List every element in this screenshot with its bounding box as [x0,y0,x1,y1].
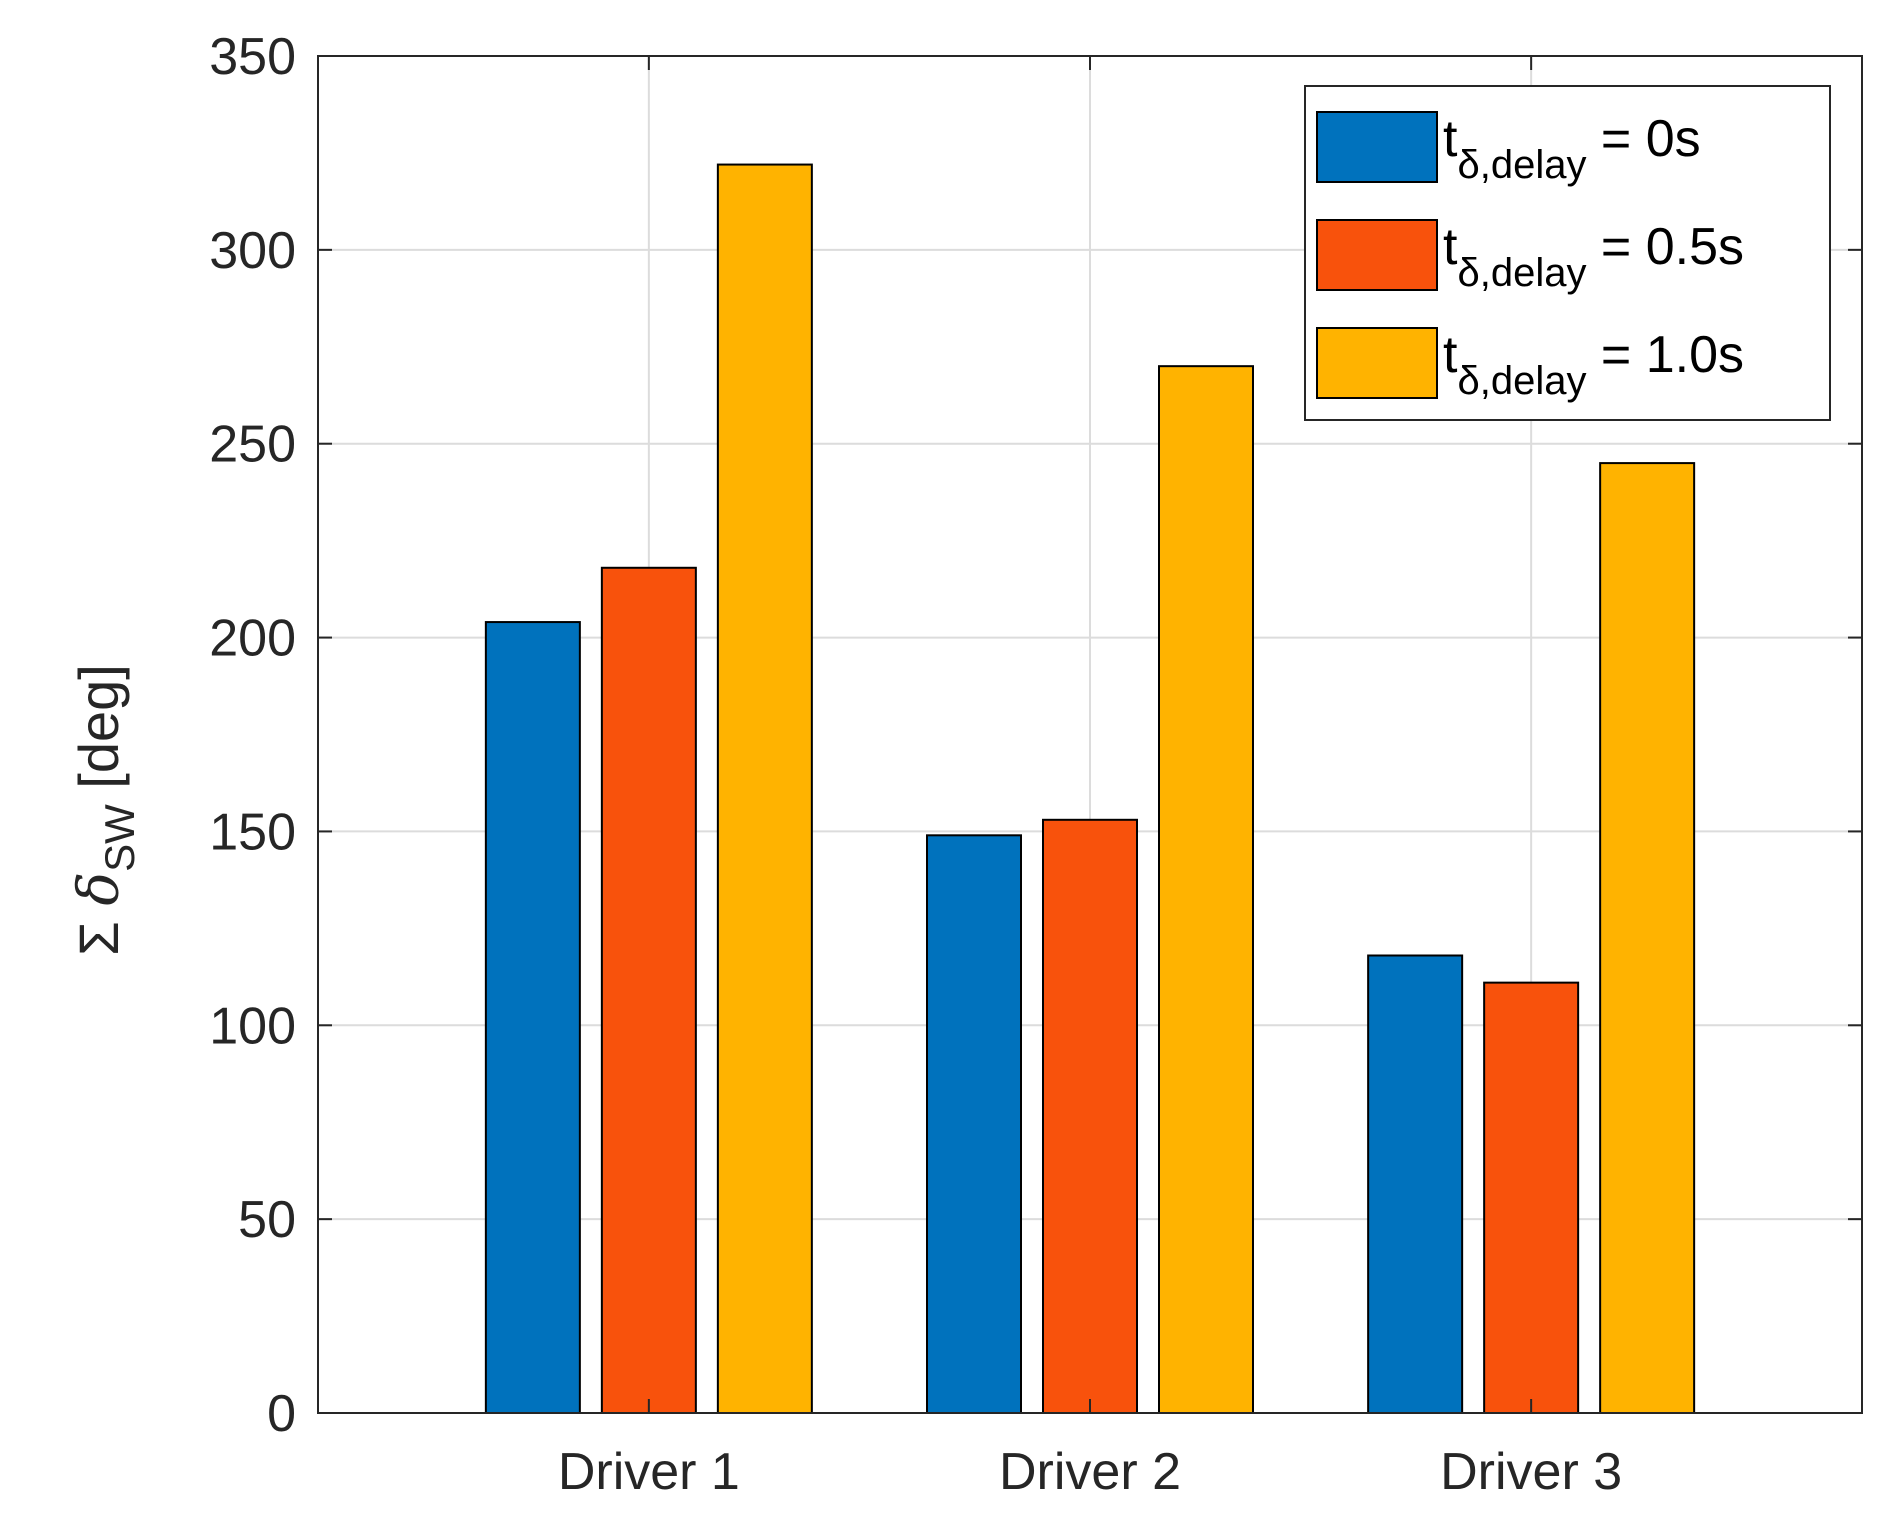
legend-label-1: tδ,delay = 0s [1443,110,1701,187]
bar-driver-2-series-1 [926,834,1022,1414]
y-tick-label-50: 50 [238,1191,296,1249]
bar-driver-3-series-2 [1483,981,1580,1414]
y-tick-label-100: 100 [209,997,296,1055]
legend-swatch-2 [1316,219,1438,291]
bar-driver-2-series-2 [1042,818,1138,1414]
y-tick-label-0: 0 [267,1385,296,1443]
legend-swatch-3 [1316,327,1438,399]
x-tick-label-2: Driver 2 [999,1443,1181,1501]
y-tick-label-300: 300 [209,222,296,280]
x-tick-label-3: Driver 3 [1440,1443,1622,1501]
bar-driver-3-series-3 [1599,462,1696,1415]
y-label-symbol: δ [67,872,132,906]
y-label-subscript: SW [96,804,143,872]
bar-driver-1-series-3 [716,163,813,1414]
legend-label-2: tδ,delay = 0.5s [1443,218,1744,295]
bars [484,163,1696,1415]
bar-driver-1-series-2 [600,566,697,1414]
y-tick-labels: 0 50 100 150 200 250 300 350 [209,28,1862,1443]
bar-driver-2-series-3 [1158,365,1254,1415]
x-tick-label-1: Driver 1 [558,1443,740,1501]
y-axis-label: Σ δSW [deg] [67,664,143,956]
y-tick-label-250: 250 [209,416,296,474]
y-tick-label-350: 350 [209,28,296,86]
bar-driver-1-series-1 [484,621,581,1414]
legend-label-3: tδ,delay = 1.0s [1443,326,1744,403]
y-tick-label-150: 150 [209,803,296,861]
bar-driver-3-series-1 [1367,954,1464,1414]
legend-swatch-1 [1316,111,1438,183]
y-label-prefix: Σ [67,906,130,956]
y-tick-label-200: 200 [209,610,296,668]
legend: tδ,delay = 0s tδ,delay = 0.5s tδ,delay = 1… [1304,85,1831,421]
x-tick-labels: Driver 1 Driver 2 Driver 3 [558,56,1622,1501]
y-label-unit: [deg] [67,664,130,804]
